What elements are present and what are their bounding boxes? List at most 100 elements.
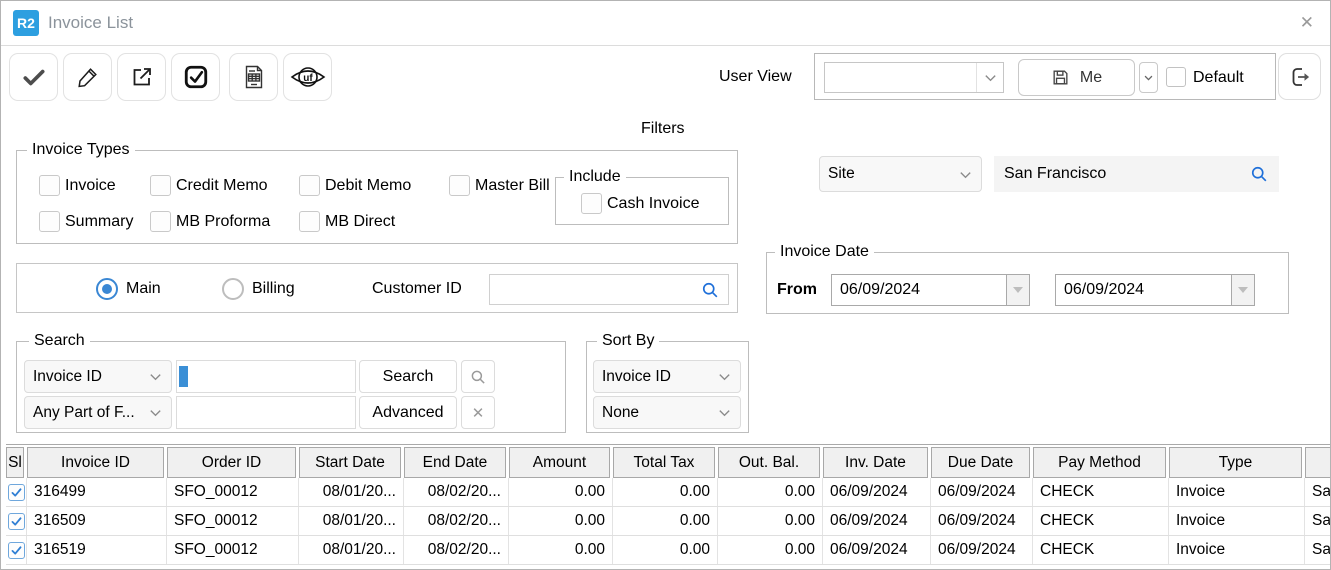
table-cell: 0.00 [718, 507, 823, 535]
triangle-down-icon [1013, 287, 1023, 293]
table-cell: Invoice [1169, 478, 1305, 506]
table-cell: SFO_00012 [167, 507, 299, 535]
table-cell: 0.00 [613, 507, 718, 535]
default-checkbox[interactable] [1166, 67, 1186, 87]
sort-primary-dropdown[interactable]: Invoice ID [593, 360, 741, 393]
open-external-button[interactable] [117, 53, 166, 101]
column-header-inv-date[interactable]: Inv. Date [823, 447, 928, 478]
mb-direct-checkbox[interactable] [299, 211, 320, 232]
search-input-1[interactable] [176, 360, 356, 393]
include-fieldset: Include Cash Invoice [555, 168, 729, 225]
row-select-checkbox[interactable] [6, 478, 27, 506]
search-button[interactable]: Search [359, 360, 457, 393]
table-cell: 06/09/2024 [931, 536, 1033, 564]
table-cell: 0.00 [613, 478, 718, 506]
search-magnifier-button[interactable] [461, 360, 495, 393]
invoice-report-button[interactable] [229, 53, 278, 101]
billing-radio[interactable] [222, 278, 244, 300]
mb-proforma-checkbox[interactable] [150, 211, 171, 232]
table-cell: 08/02/20... [404, 507, 509, 535]
summary-checkbox[interactable] [39, 211, 60, 232]
column-header-end-date[interactable]: End Date [404, 447, 506, 478]
chevron-down-icon [717, 369, 732, 384]
row-select-checkbox[interactable] [6, 536, 27, 564]
sort-by-fieldset: Sort By Invoice ID None [586, 332, 749, 433]
save-view-menu-button[interactable] [1139, 62, 1158, 93]
sort-primary-value: Invoice ID [602, 367, 671, 385]
column-header-pay-method[interactable]: Pay Method [1033, 447, 1166, 478]
sort-by-legend: Sort By [597, 332, 660, 350]
table-row[interactable]: 316499 SFO_00012 08/01/20... 08/02/20... 0.0… [6, 478, 1330, 507]
table-cell: 08/02/20... [404, 478, 509, 506]
search-input-2[interactable] [176, 396, 356, 429]
site-value-field[interactable]: San Francisco [994, 156, 1279, 192]
mb-proforma-checkbox-label: MB Proforma [176, 212, 271, 230]
r2-logo: R2 [13, 10, 39, 36]
approve-button[interactable] [9, 53, 58, 101]
master-bill-checkbox-label: Master Bill [475, 176, 550, 194]
table-cell: 06/09/2024 [823, 478, 931, 506]
table-cell: 316519 [27, 536, 167, 564]
clear-search-button[interactable]: ✕ [461, 396, 495, 429]
search-field-dropdown-value: Invoice ID [33, 367, 102, 385]
billing-radio-label: Billing [252, 280, 295, 297]
radio-main[interactable]: Main [96, 264, 161, 314]
debit-memo-checkbox[interactable] [299, 175, 320, 196]
advanced-button[interactable]: Advanced [359, 396, 457, 429]
cash-invoice-checkbox[interactable] [581, 193, 602, 214]
summary-checkbox-label: Summary [65, 212, 134, 230]
user-view-dropdown[interactable] [824, 62, 1004, 93]
search-match-dropdown[interactable]: Any Part of F... [24, 396, 172, 429]
checked-checkbox-icon [183, 64, 209, 90]
customer-id-input[interactable] [489, 274, 729, 305]
invoice-date-from-input[interactable]: 06/09/2024 [831, 274, 1007, 306]
column-header-order-id[interactable]: Order ID [167, 447, 296, 478]
column-header-amount[interactable]: Amount [509, 447, 610, 478]
column-header-start-date[interactable]: Start Date [299, 447, 401, 478]
main-radio[interactable] [96, 278, 118, 300]
table-cell: 08/02/20... [404, 536, 509, 564]
invoice-checkbox[interactable] [39, 175, 60, 196]
invoice-date-from-dropdown-button[interactable] [1007, 274, 1030, 306]
table-cell: CHECK [1033, 507, 1169, 535]
column-header-extra[interactable] [1305, 447, 1330, 478]
table-cell: 08/01/20... [299, 536, 404, 564]
master-bill-checkbox[interactable] [449, 175, 470, 196]
search-legend: Search [29, 332, 90, 350]
table-cell: 0.00 [613, 536, 718, 564]
column-header-due-date[interactable]: Due Date [931, 447, 1030, 478]
table-row[interactable]: 316509 SFO_00012 08/01/20... 08/02/20... 0.0… [6, 507, 1330, 536]
chevron-down-icon [148, 405, 163, 420]
column-header-invoice-id[interactable]: Invoice ID [27, 447, 164, 478]
include-legend: Include [564, 168, 626, 186]
invoice-date-to-dropdown-button[interactable] [1232, 274, 1255, 306]
save-view-me-button[interactable]: Me [1018, 59, 1135, 96]
radio-billing[interactable]: Billing [222, 264, 295, 314]
table-cell: 316509 [27, 507, 167, 535]
select-all-button[interactable] [171, 53, 220, 101]
table-cell: 06/09/2024 [823, 507, 931, 535]
invoice-date-to-input[interactable]: 06/09/2024 [1055, 274, 1232, 306]
column-header-total-tax[interactable]: Total Tax [613, 447, 715, 478]
title-bar: R2 Invoice List ✕ [1, 1, 1330, 46]
search-icon[interactable] [700, 280, 720, 300]
uf-view-button[interactable]: uf [283, 53, 332, 101]
column-header-out-bal-[interactable]: Out. Bal. [718, 447, 820, 478]
credit-memo-checkbox[interactable] [150, 175, 171, 196]
sort-secondary-dropdown[interactable]: None [593, 396, 741, 429]
row-select-checkbox[interactable] [6, 507, 27, 535]
search-icon[interactable] [1249, 164, 1269, 184]
exit-button[interactable] [1278, 53, 1321, 100]
text-cursor [179, 366, 188, 387]
user-view-group: Me Default [814, 53, 1276, 100]
grid-header-row: Sl Invoice ID Order ID Start Date End Date Am… [6, 447, 1330, 478]
close-icon[interactable]: ✕ [1299, 13, 1314, 32]
user-view-label: User View [719, 68, 792, 85]
table-cell: SFO_00012 [167, 478, 299, 506]
site-dropdown[interactable]: Site [819, 156, 982, 192]
search-field-dropdown[interactable]: Invoice ID [24, 360, 172, 393]
column-header-type[interactable]: Type [1169, 447, 1302, 478]
table-row[interactable]: 316519 SFO_00012 08/01/20... 08/02/20... 0.0… [6, 536, 1330, 565]
column-header-sl[interactable]: Sl [6, 447, 24, 478]
edit-button[interactable] [63, 53, 112, 101]
